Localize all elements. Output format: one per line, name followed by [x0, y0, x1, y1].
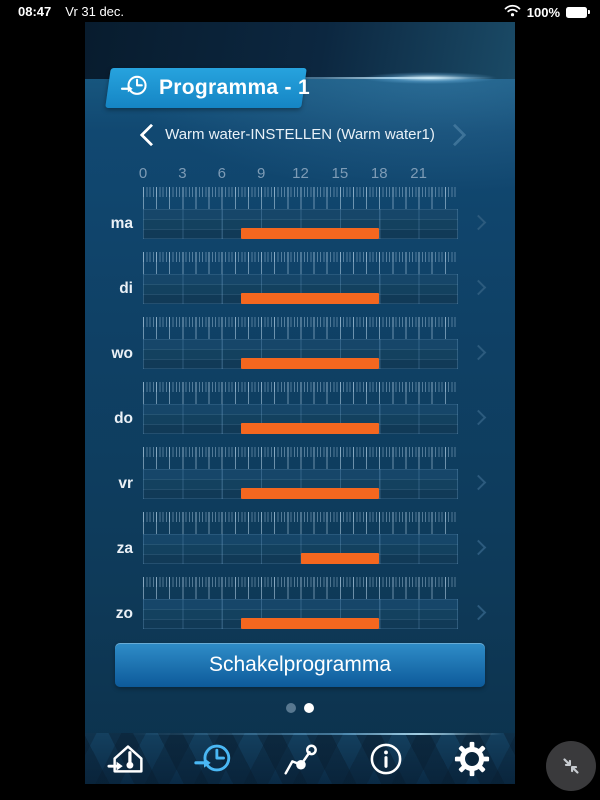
axis-tick-label: 3 [178, 165, 187, 182]
chevron-right-icon[interactable] [470, 474, 487, 491]
clock-arrow-icon [120, 71, 150, 106]
circuit-title: Warm water-INSTELLEN (Warm water1) [165, 126, 435, 143]
page-dot-active[interactable] [304, 703, 314, 713]
schedule-track[interactable] [143, 274, 458, 304]
day-label: di [119, 280, 133, 297]
program-badge: Programma - 1 [105, 68, 310, 108]
axis-tick-label: 0 [138, 165, 148, 182]
day-label: zo [115, 605, 133, 622]
schedule-track[interactable] [143, 339, 458, 369]
day-label: ma [110, 215, 133, 232]
nav-time-program-button[interactable] [189, 736, 239, 782]
schedule-bar[interactable] [241, 358, 380, 369]
lens-flare [340, 70, 515, 86]
schedule-track[interactable] [143, 469, 458, 499]
wifi-icon [504, 4, 521, 20]
gear-icon [454, 741, 490, 776]
schedule-row: ma [111, 187, 487, 239]
schedule-bar[interactable] [241, 618, 380, 629]
schedule-track[interactable] [143, 534, 458, 564]
page-indicator [85, 703, 515, 713]
house-thermometer-icon [107, 744, 143, 773]
day-label: za [116, 540, 133, 557]
chevron-right-icon[interactable] [470, 279, 487, 296]
day-label: do [114, 410, 133, 427]
ruler-ticks [143, 447, 458, 469]
schedule-row: di [119, 252, 487, 304]
schedule-bar[interactable] [241, 228, 380, 239]
graph-nodes-icon [284, 743, 317, 775]
status-date: Vr 31 dec. [65, 4, 125, 19]
nav-home-status-button[interactable] [103, 736, 153, 782]
nav-heating-curve-button[interactable] [275, 736, 325, 782]
status-bar: 08:47 Vr 31 dec. 100% [0, 0, 600, 22]
battery-icon [566, 6, 590, 18]
ruler-ticks [143, 317, 458, 339]
ruler-ticks [143, 512, 458, 534]
schedule-row: vr [118, 447, 487, 499]
schedule-track[interactable] [143, 404, 458, 434]
ruler-ticks [143, 252, 458, 274]
schedule-row: za [117, 512, 487, 564]
chevron-right-icon[interactable] [470, 604, 487, 621]
chevron-right-icon[interactable] [470, 409, 487, 426]
clock-arrow-icon [194, 744, 231, 771]
axis-tick-label: 9 [256, 165, 266, 182]
battery-percent: 100% [526, 4, 560, 20]
schedule-track[interactable] [143, 209, 458, 239]
schedule-row: do [114, 382, 487, 434]
nav-settings-button[interactable] [447, 736, 497, 782]
ruler-ticks [143, 577, 458, 599]
page-dot[interactable] [286, 703, 296, 713]
app-panel: Programma - 1 Warm water-INSTELLEN (Warm… [85, 22, 515, 784]
bottom-nav [85, 733, 515, 784]
chevron-right-icon[interactable] [470, 214, 487, 231]
collapse-arrows-icon [563, 758, 579, 774]
ruler-ticks [143, 382, 458, 404]
day-label: vr [118, 475, 133, 492]
ruler-ticks [143, 187, 458, 209]
axis-tick-label: 6 [217, 165, 226, 182]
axis-tick-label: 12 [292, 165, 309, 182]
collapse-window-button[interactable] [546, 741, 596, 791]
program-badge-label: Programma - 1 [159, 76, 310, 99]
circuit-selector: Warm water-INSTELLEN (Warm water1) [85, 118, 515, 154]
chevron-right-icon[interactable] [470, 344, 487, 361]
schedule-bar[interactable] [300, 553, 380, 564]
schedule-track[interactable] [143, 599, 458, 629]
info-icon [370, 743, 402, 774]
chevron-right-icon[interactable] [470, 539, 487, 556]
schedule-bar[interactable] [241, 423, 380, 434]
schedule-bar[interactable] [241, 293, 380, 304]
schedule-bar[interactable] [241, 488, 380, 499]
axis-tick-label: 21 [410, 165, 427, 182]
status-time: 08:47 [18, 4, 52, 19]
schedule-row: zo [116, 577, 487, 629]
axis-tick-label: 15 [331, 165, 349, 182]
day-label: wo [111, 345, 133, 362]
nav-info-button[interactable] [361, 736, 411, 782]
switch-program-button[interactable]: Schakelprogramma [115, 643, 485, 687]
schedule-row: wo [111, 317, 487, 369]
axis-tick-label: 18 [370, 165, 388, 182]
hour-axis: 0 3 6 9 12 15 18 21 [139, 165, 458, 183]
